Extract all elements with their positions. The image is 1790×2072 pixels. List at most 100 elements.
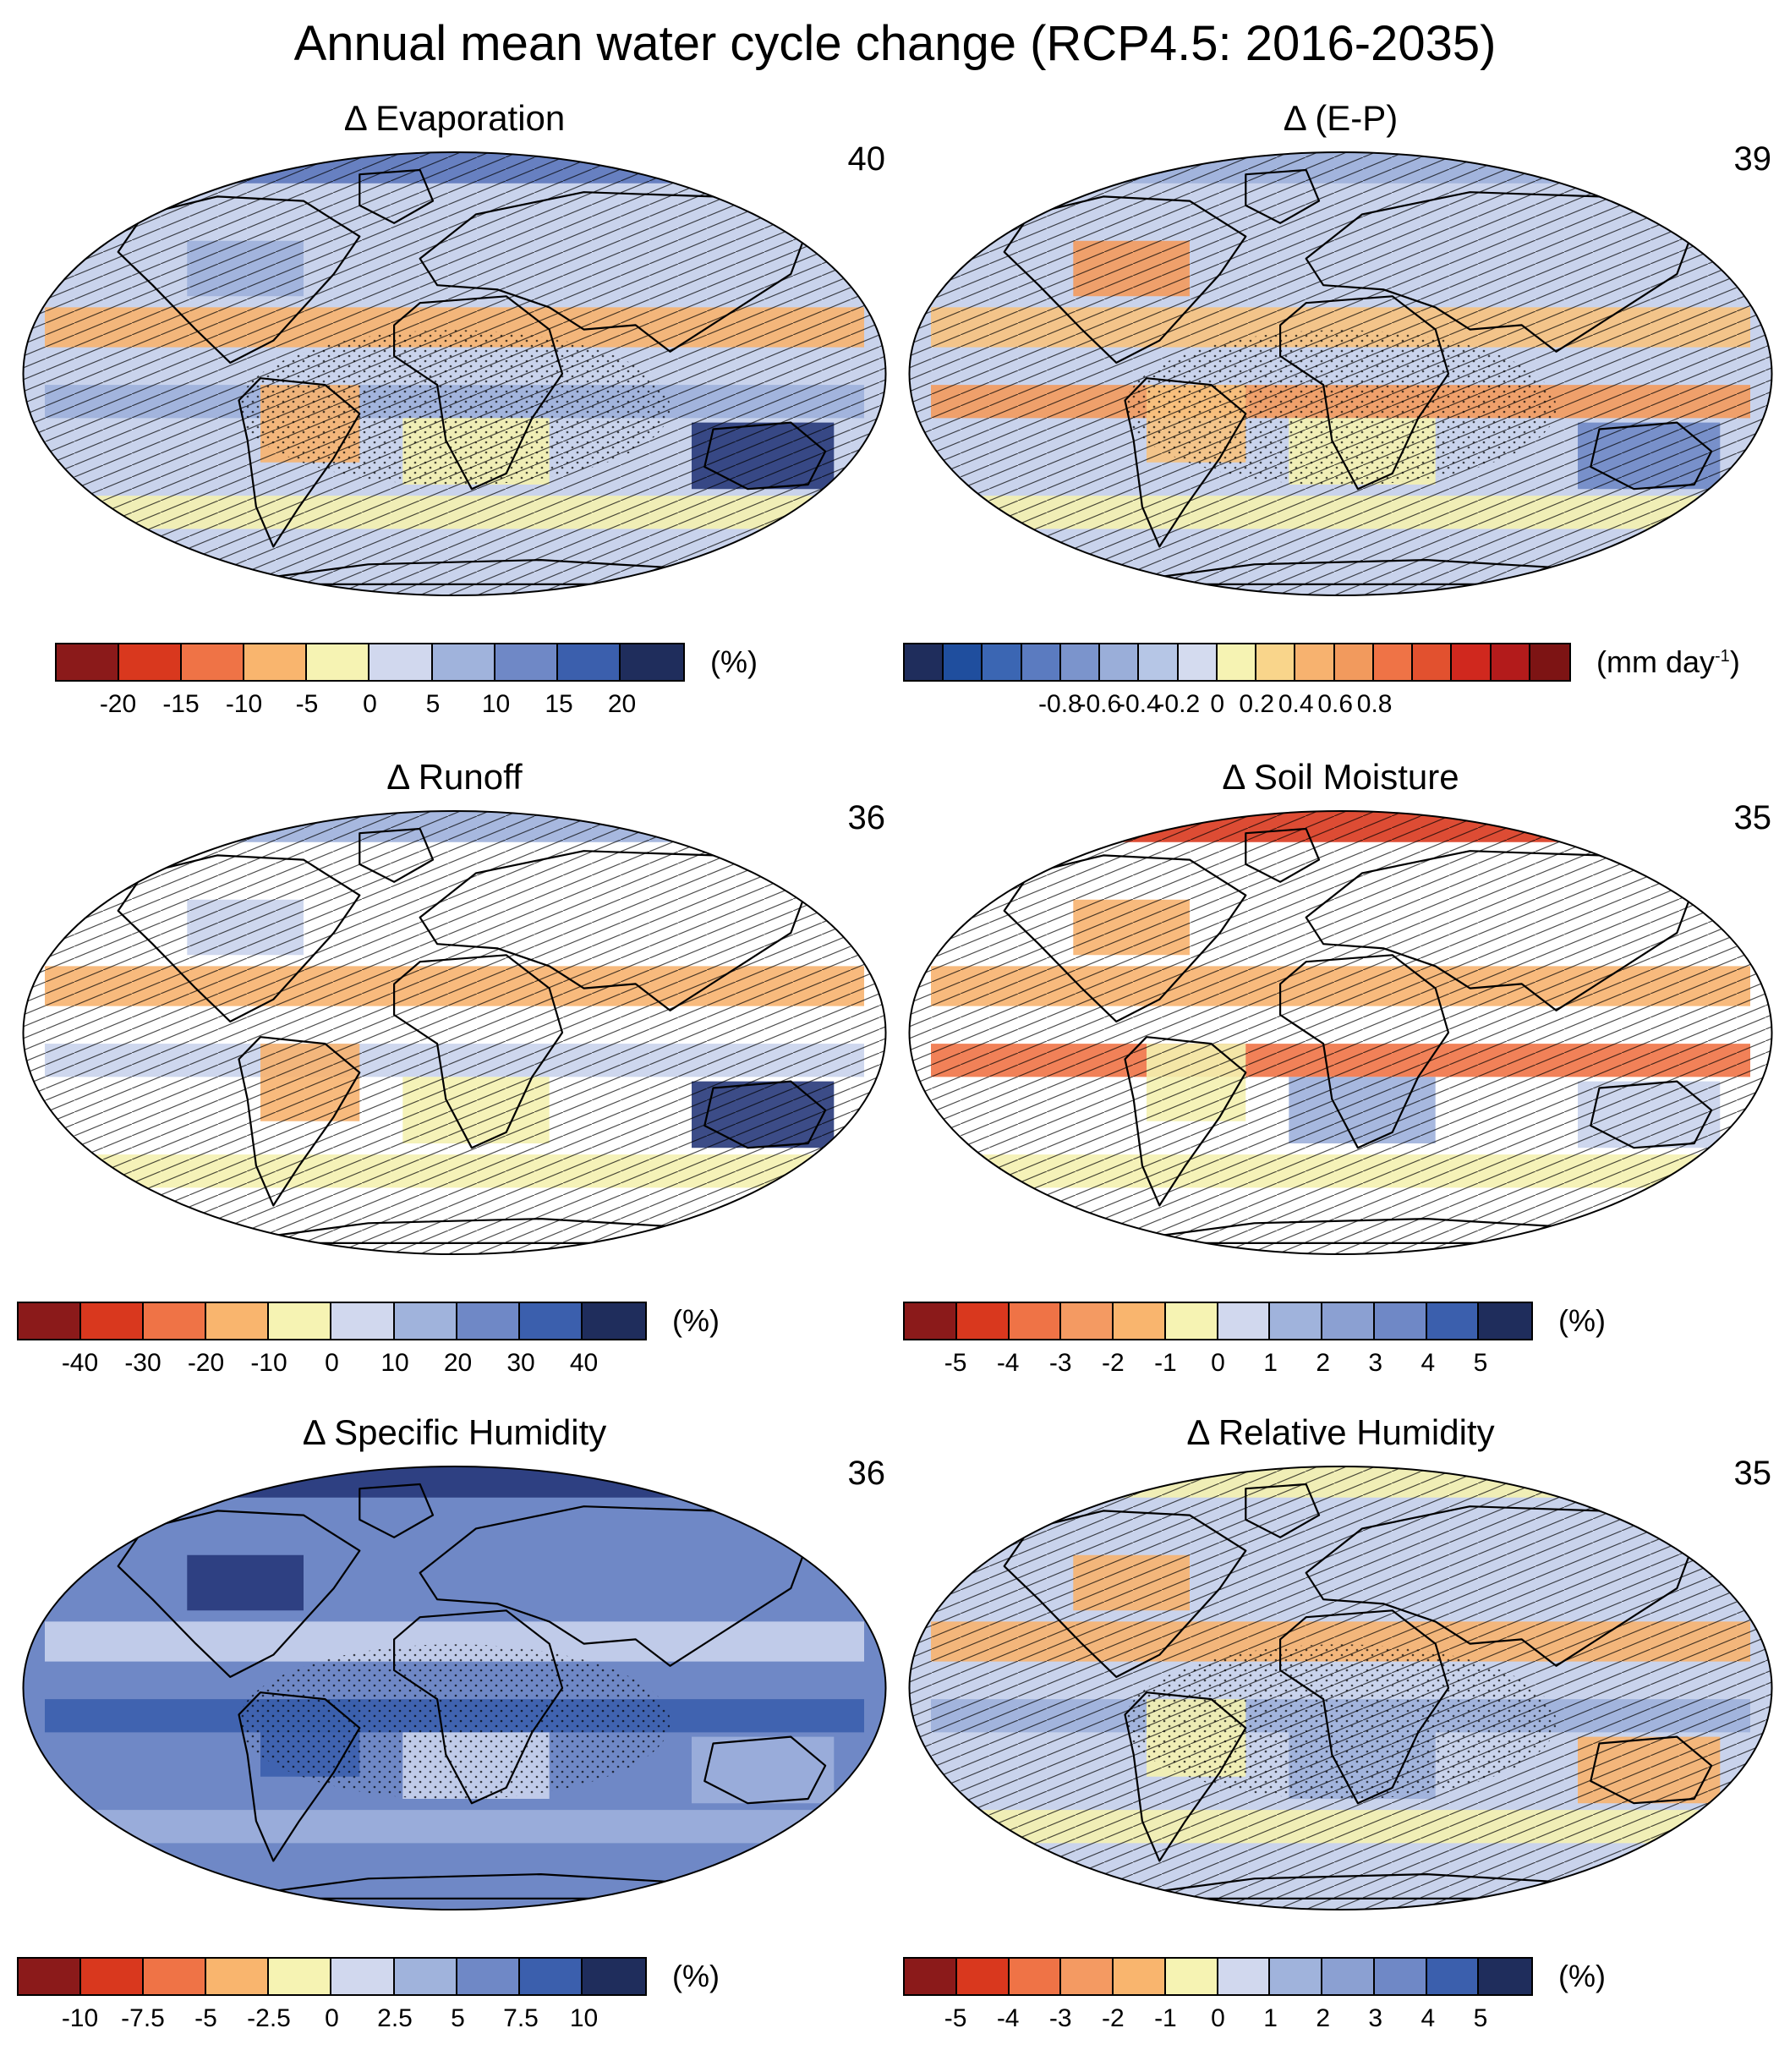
colorbar-tick-label: 0.2 — [1239, 690, 1275, 718]
colorbar-tick-label: -4 — [996, 2004, 1020, 2032]
coastline-eurasia — [1305, 850, 1695, 1011]
colorbar-tick-label: 0.8 — [1356, 690, 1393, 718]
panel-soil-moisture: Δ Soil Moisture 35 (%) -5 -4 -3 -2 -1 0 1 2 3 4 5 — [903, 757, 1778, 1417]
colorbar-ticks: -5 -4 -3 -2 -1 0 1 2 3 4 5 — [903, 2004, 1533, 2038]
colorbar-tick-label: 4 — [1421, 1349, 1436, 1377]
colorbar-swatches — [17, 1302, 647, 1340]
coastline-eurasia — [419, 191, 809, 353]
colorbar-swatch — [269, 1303, 332, 1339]
colorbar-tick-label: 10 — [380, 1349, 409, 1377]
colorbar-tick-label: 5 — [1473, 1349, 1488, 1377]
model-count: 36 — [847, 799, 886, 836]
colorbar-tick-label: 15 — [545, 690, 573, 718]
panel-title: Δ Evaporation — [343, 98, 566, 138]
field-region — [692, 1736, 835, 1804]
colorbar-unit: (%) — [672, 1303, 720, 1338]
colorbar-swatch — [1426, 1303, 1480, 1339]
colorbar-swatch — [1060, 644, 1101, 680]
colorbar-tick-label: -3 — [1048, 1349, 1072, 1377]
coastline-greenland — [1245, 1483, 1321, 1538]
colorbar-tick-label: -7.5 — [121, 2004, 165, 2032]
map-frame — [22, 810, 887, 1255]
colorbar-tick-label: 1 — [1263, 1349, 1278, 1377]
field-region — [187, 1554, 304, 1611]
coastline-australia — [703, 421, 827, 491]
coastline-south-america — [1124, 1691, 1247, 1862]
coastline-eurasia — [419, 850, 809, 1011]
panel-title: Δ (E-P) — [1283, 98, 1399, 138]
colorbar-swatch — [905, 1959, 957, 1994]
panel-title: Δ Specific Humidity — [302, 1412, 607, 1452]
coastline-africa — [393, 295, 564, 491]
colorbar-tick-label: -2 — [1101, 2004, 1125, 2032]
colorbar-tick-label: -10 — [250, 1349, 287, 1377]
panel-title: Δ Soil Moisture — [1222, 757, 1459, 797]
panel-title: Δ Runoff — [386, 757, 523, 797]
colorbar-tick-label: -10 — [225, 690, 263, 718]
coastline-africa — [1279, 295, 1450, 491]
colorbar-unit: (%) — [710, 644, 758, 679]
map-frame — [908, 1466, 1773, 1910]
world-map — [908, 1466, 1773, 1910]
colorbar-swatch — [1061, 1959, 1114, 1994]
colorbar-tick-label: 5 — [425, 690, 441, 718]
colorbar-tick-label: -5 — [944, 2004, 967, 2032]
colorbar-tick-label: -20 — [187, 1349, 225, 1377]
colorbar-swatch — [1295, 644, 1335, 680]
coastline-north-america — [117, 195, 361, 364]
colorbar-swatch — [1530, 644, 1569, 680]
colorbar-swatch — [1165, 1959, 1218, 1994]
robustness-stippling — [1125, 330, 1557, 485]
colorbar-swatch — [432, 644, 495, 680]
colorbar-tick-label: -0.6 — [1077, 690, 1122, 718]
colorbar-ticks: -40 -30 -20 -10 0 10 20 30 40 — [17, 1349, 647, 1383]
coastline-south-america — [1124, 377, 1247, 548]
coastline-north-america — [1003, 1510, 1247, 1678]
colorbar-tick-label: -10 — [61, 2004, 99, 2032]
colorbar-unit: (%) — [672, 1959, 720, 1993]
colorbar-tick-label: 0 — [1211, 2004, 1225, 2032]
colorbar-tick-label: -4 — [996, 1349, 1020, 1377]
coastline-south-america — [238, 1691, 361, 1862]
colorbar-tick-label: 0.4 — [1278, 690, 1314, 718]
colorbar-swatch — [457, 1303, 520, 1339]
colorbar-tick-label: 2 — [1316, 1349, 1330, 1377]
robustness-stippling — [238, 1644, 671, 1800]
colorbar-swatches — [903, 1957, 1533, 1996]
colorbar-tick-label: 0 — [363, 690, 377, 718]
colorbar-swatch — [557, 644, 621, 680]
colorbar-tick-label: -0.2 — [1156, 690, 1201, 718]
colorbar-tick-label: 40 — [569, 1349, 599, 1377]
world-map — [908, 810, 1773, 1255]
coastline-north-america — [117, 1510, 361, 1678]
colorbar-swatch — [1374, 1959, 1427, 1994]
coastline-australia — [1590, 1080, 1713, 1149]
colorbar-tick-label: 3 — [1368, 2004, 1383, 2032]
significance-hatching — [909, 811, 1772, 1254]
colorbar-tick-label: -15 — [162, 690, 200, 718]
colorbar-swatch — [944, 644, 983, 680]
coastline-eurasia — [419, 1505, 809, 1667]
coastline-greenland — [1245, 168, 1321, 224]
colorbar-swatches — [903, 643, 1571, 682]
colorbar-tick-label: -2 — [1101, 1349, 1125, 1377]
colorbar-swatch — [206, 1303, 270, 1339]
coastline-eurasia — [1305, 191, 1695, 353]
colorbar-swatch — [1114, 1959, 1166, 1994]
robustness-stippling — [1125, 1644, 1557, 1800]
coastline-north-america — [1003, 854, 1247, 1022]
colorbar-swatch — [269, 1959, 332, 1994]
colorbar-swatch — [582, 1959, 645, 1994]
colorbar-ticks: -0.8 -0.6 -0.4 -0.2 0 0.2 0.4 0.6 0.8 — [903, 690, 1571, 724]
colorbar-swatches — [17, 1957, 647, 1996]
colorbar-swatch — [1256, 644, 1296, 680]
colorbar-unit: (%) — [1558, 1303, 1606, 1338]
colorbar-unit: (%) — [1558, 1959, 1606, 1993]
panel-evaporation: Δ Evaporation 40 (%) -20 -15 -10 -5 0 5 10 15 20 — [17, 98, 892, 758]
colorbar-tick-label: 4 — [1421, 2004, 1436, 2032]
colorbar-swatch — [956, 1959, 1010, 1994]
model-count: 39 — [1733, 140, 1772, 178]
coastline-australia — [1590, 1735, 1713, 1805]
colorbar-swatch — [1178, 644, 1218, 680]
figure-title: Annual mean water cycle change (RCP4.5: … — [293, 16, 1497, 71]
